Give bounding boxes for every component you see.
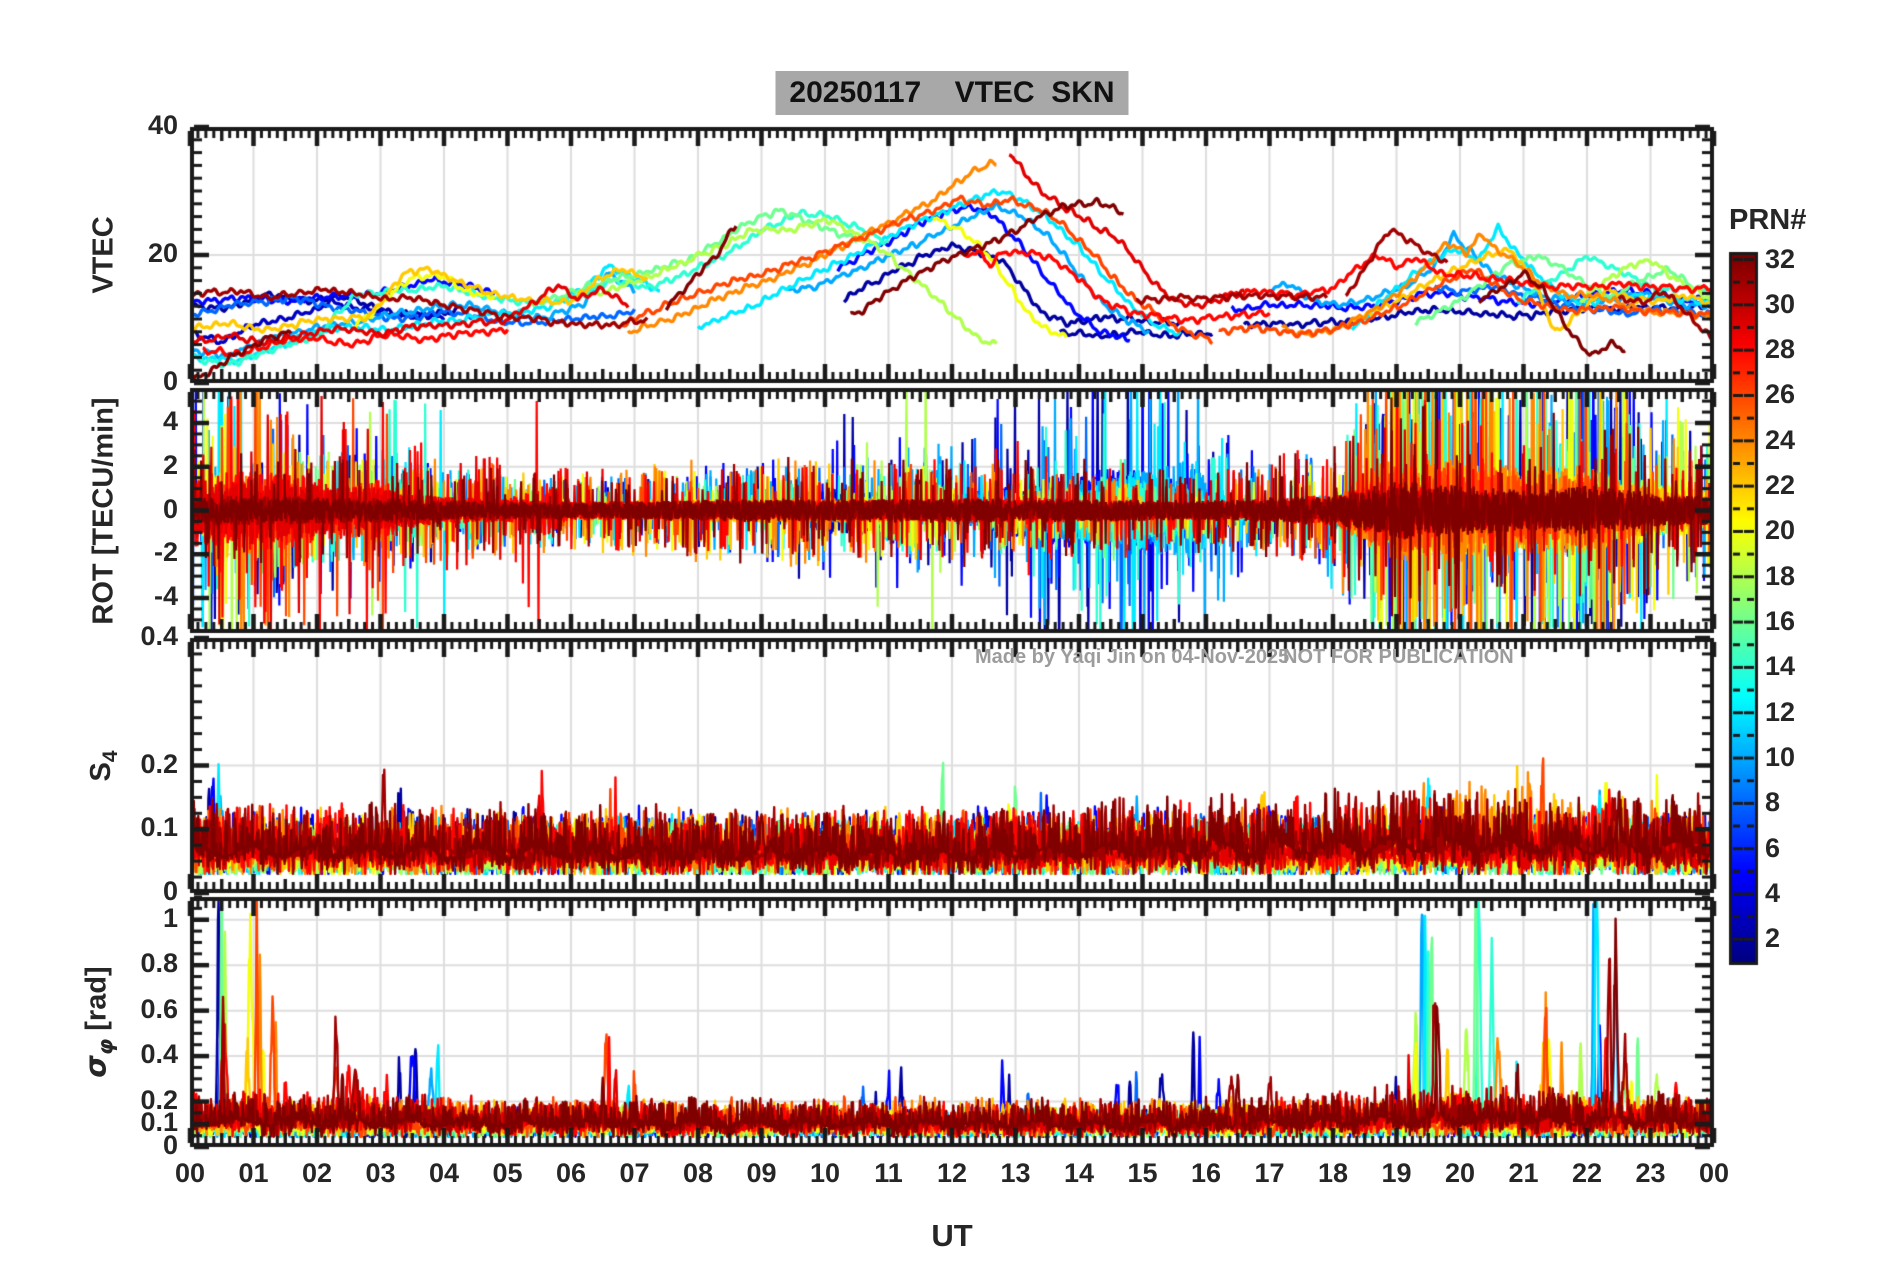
x-tick-label: 12 bbox=[936, 1158, 968, 1188]
x-tick-label: 10 bbox=[809, 1158, 841, 1188]
colorbar-tick-label: 14 bbox=[1765, 651, 1796, 682]
y-tick-label-rot: 0 bbox=[162, 493, 178, 524]
x-tick-label: 00 bbox=[174, 1158, 206, 1188]
x-tick-label: 18 bbox=[1317, 1158, 1349, 1188]
x-tick-label: 11 bbox=[874, 1158, 903, 1188]
colorbar-tick-label: 8 bbox=[1765, 787, 1781, 818]
colorbar-tick-label: 6 bbox=[1765, 832, 1781, 863]
colorbar-tick-label: 20 bbox=[1765, 515, 1796, 546]
x-tick-label: 04 bbox=[428, 1158, 460, 1188]
y-tick-label-rot: 4 bbox=[162, 406, 178, 436]
y-tick-label-vtec: 40 bbox=[147, 110, 178, 140]
colorbar-tick-label: 10 bbox=[1765, 742, 1796, 773]
colorbar-title: PRN# bbox=[1729, 204, 1807, 236]
colorbar-tick-label: 30 bbox=[1765, 288, 1796, 319]
colorbar-tick-label: 24 bbox=[1765, 424, 1796, 455]
y-tick-label-sigma_phi: 0.1 bbox=[140, 1107, 178, 1138]
x-tick-label: 05 bbox=[492, 1158, 523, 1188]
x-tick-label: 17 bbox=[1254, 1158, 1285, 1188]
y-tick-label-s4: 0.4 bbox=[140, 621, 178, 651]
x-tick-label: 03 bbox=[365, 1158, 396, 1188]
x-tick-label: 07 bbox=[619, 1158, 650, 1188]
x-tick-label: 06 bbox=[555, 1158, 587, 1188]
x-tick-label: 01 bbox=[238, 1158, 269, 1188]
colorbar-tick-label: 18 bbox=[1765, 560, 1796, 591]
x-tick-label: 00 bbox=[1698, 1158, 1730, 1188]
y-tick-label-vtec: 0 bbox=[162, 366, 178, 396]
colorbar-tick-label: 22 bbox=[1765, 470, 1796, 501]
y-tick-label-rot: 2 bbox=[162, 449, 178, 480]
y-tick-label-sigma_phi: 0.4 bbox=[140, 1039, 178, 1070]
x-tick-label: 08 bbox=[682, 1158, 714, 1188]
x-tick-label: 21 bbox=[1508, 1158, 1539, 1188]
y-tick-label-sigma_phi: 1 bbox=[162, 902, 178, 933]
plot-title: 20250117 VTEC SKN bbox=[775, 71, 1129, 115]
x-tick-label: 14 bbox=[1063, 1158, 1095, 1188]
y-tick-label-sigma_phi: 0.6 bbox=[140, 993, 178, 1024]
x-tick-label: 02 bbox=[301, 1158, 333, 1188]
watermark-author: Made by Yaqi Jin on 04-Nov-2025 bbox=[975, 646, 1290, 668]
y-tick-label-rot: -2 bbox=[153, 537, 178, 568]
colorbar-tick-label: 12 bbox=[1765, 696, 1796, 727]
y-tick-label-sigma_phi: 0.8 bbox=[140, 948, 178, 979]
x-tick-label: 19 bbox=[1381, 1158, 1412, 1188]
colorbar-tick-label: 32 bbox=[1765, 243, 1796, 274]
x-tick-label: 20 bbox=[1444, 1158, 1476, 1188]
x-tick-label: 23 bbox=[1635, 1158, 1666, 1188]
colorbar-tick-label: 28 bbox=[1765, 334, 1796, 365]
x-tick-label: 09 bbox=[746, 1158, 777, 1188]
colorbar-tick-label: 26 bbox=[1765, 379, 1796, 410]
y-tick-label-s4: 0.1 bbox=[140, 812, 178, 843]
colorbar-tick-label: 16 bbox=[1765, 606, 1796, 637]
x-tick-label: 15 bbox=[1127, 1158, 1158, 1188]
y-tick-label-sigma_phi: 0 bbox=[162, 1130, 178, 1160]
watermark-not-for-publication: NOT FOR PUBLICATION bbox=[1283, 646, 1514, 668]
x-axis-title: UT bbox=[931, 1218, 973, 1253]
y-tick-label-sigma_phi: 0.2 bbox=[140, 1084, 178, 1115]
colorbar-tick-label: 2 bbox=[1765, 923, 1781, 954]
colorbar-tick-label: 4 bbox=[1765, 878, 1781, 909]
x-tick-label: 13 bbox=[1000, 1158, 1031, 1188]
y-tick-label-vtec: 20 bbox=[147, 238, 178, 268]
y-tick-label-rot: -4 bbox=[153, 581, 178, 611]
y-tick-label-s4: 0.2 bbox=[140, 748, 178, 779]
x-tick-label: 22 bbox=[1571, 1158, 1603, 1188]
y-tick-label-s4: 0 bbox=[162, 876, 178, 906]
x-tick-label: 16 bbox=[1190, 1158, 1222, 1188]
